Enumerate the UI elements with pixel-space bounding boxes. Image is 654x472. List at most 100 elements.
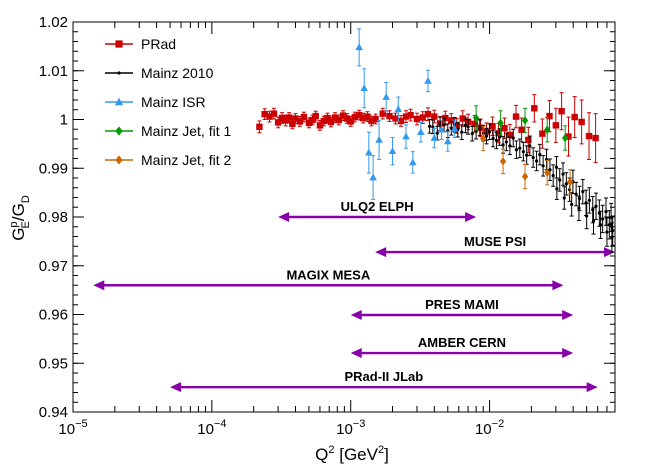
- data-series: [256, 28, 615, 253]
- data-point: [558, 108, 565, 115]
- data-point: [320, 117, 328, 125]
- data-point: [525, 136, 532, 144]
- data-point: [450, 124, 459, 132]
- data-point: [506, 131, 514, 139]
- data-point: [539, 130, 546, 137]
- data-point: [470, 132, 474, 136]
- data-point: [305, 119, 313, 127]
- data-point: [495, 129, 502, 137]
- range-label: MUSE PSI: [464, 234, 526, 249]
- data-point: [585, 214, 589, 218]
- range-arrowhead-right: [562, 309, 574, 320]
- data-point: [424, 110, 432, 118]
- data-point: [285, 114, 293, 121]
- range-arrowhead-right: [604, 247, 615, 258]
- data-point: [443, 137, 452, 145]
- range-arrow: AMBER CERN: [350, 335, 574, 359]
- data-point: [292, 115, 299, 122]
- data-point: [365, 148, 373, 156]
- legend-label: PRad: [141, 36, 176, 52]
- legend-item: PRad: [105, 36, 176, 52]
- data-point: [397, 117, 405, 125]
- data-point: [379, 110, 386, 117]
- data-point: [585, 132, 593, 140]
- data-point: [347, 118, 354, 125]
- data-point: [430, 134, 439, 141]
- data-point: [324, 114, 331, 122]
- data-point: [518, 126, 525, 133]
- data-point: [521, 116, 529, 125]
- series-mainz-jet-fit-1: [472, 105, 569, 151]
- x-title-unit-open: [GeV: [335, 445, 379, 464]
- data-point: [428, 124, 432, 128]
- data-point: [463, 123, 468, 127]
- data-point: [525, 153, 529, 157]
- x-axis-title: Q2 [GeV2]: [315, 444, 389, 464]
- y-tick-label: 1.02: [39, 14, 68, 31]
- data-point: [487, 130, 492, 134]
- data-point: [355, 43, 363, 51]
- data-point: [581, 190, 585, 194]
- data-point: [335, 116, 342, 124]
- data-point: [605, 230, 609, 234]
- data-point: [561, 172, 565, 176]
- data-point: [278, 114, 286, 122]
- data-point: [417, 128, 425, 135]
- data-point: [402, 113, 410, 120]
- data-point: [472, 113, 480, 123]
- range-arrow: PRES MAMI: [350, 297, 574, 320]
- legend-label: Mainz 2010: [141, 65, 214, 81]
- range-arrow: PRad-II JLab: [170, 369, 598, 393]
- data-point: [449, 126, 453, 130]
- x-title-unit-sup: 2: [378, 444, 384, 456]
- data-point: [282, 117, 289, 124]
- legend-marker: [115, 40, 123, 48]
- data-point: [256, 123, 263, 131]
- data-point: [355, 111, 363, 119]
- data-point: [300, 113, 308, 121]
- data-point: [388, 147, 397, 154]
- series-mainz-jet-fit-2: [480, 125, 574, 195]
- range-arrowhead-right: [552, 280, 564, 291]
- data-point: [508, 144, 512, 148]
- data-point: [521, 172, 529, 181]
- data-point: [587, 198, 591, 203]
- y-tick-label: 0.99: [39, 160, 68, 177]
- data-point: [424, 76, 432, 84]
- data-point: [261, 110, 268, 118]
- data-point: [375, 135, 383, 143]
- data-point: [351, 113, 359, 121]
- range-label: ULQ2 ELPH: [341, 199, 414, 214]
- data-point: [601, 217, 605, 221]
- range-arrowhead-left: [170, 382, 182, 393]
- data-point: [402, 132, 410, 140]
- series-mainz-isr: [355, 28, 459, 200]
- data-point: [478, 126, 482, 130]
- data-point: [448, 117, 455, 124]
- data-point: [369, 173, 377, 181]
- range-label: MAGIX MESA: [286, 267, 370, 282]
- range-arrow: MAGIX MESA: [93, 267, 564, 291]
- x-title-unit-close: ]: [384, 445, 389, 464]
- data-point: [382, 93, 390, 100]
- range-arrow: ULQ2 ELPH: [278, 199, 477, 222]
- y-title-main: G: [9, 228, 28, 241]
- data-point: [266, 113, 273, 120]
- data-point: [501, 143, 505, 147]
- y-title-sup: p: [8, 221, 20, 227]
- data-point: [484, 134, 489, 138]
- data-point: [512, 113, 520, 120]
- x-tick-label: 10−2: [475, 418, 504, 438]
- data-point: [501, 125, 508, 132]
- legend-item: Mainz Jet, fit 1: [105, 123, 231, 139]
- data-point: [309, 116, 316, 124]
- data-point: [592, 134, 599, 142]
- data-point: [538, 153, 542, 157]
- legend-marker: [117, 71, 121, 75]
- data-point: [480, 134, 487, 143]
- x-tick-label: 10−4: [197, 418, 226, 438]
- data-point: [372, 115, 379, 123]
- data-point: [489, 123, 496, 130]
- data-point: [534, 159, 539, 163]
- data-point: [555, 187, 559, 191]
